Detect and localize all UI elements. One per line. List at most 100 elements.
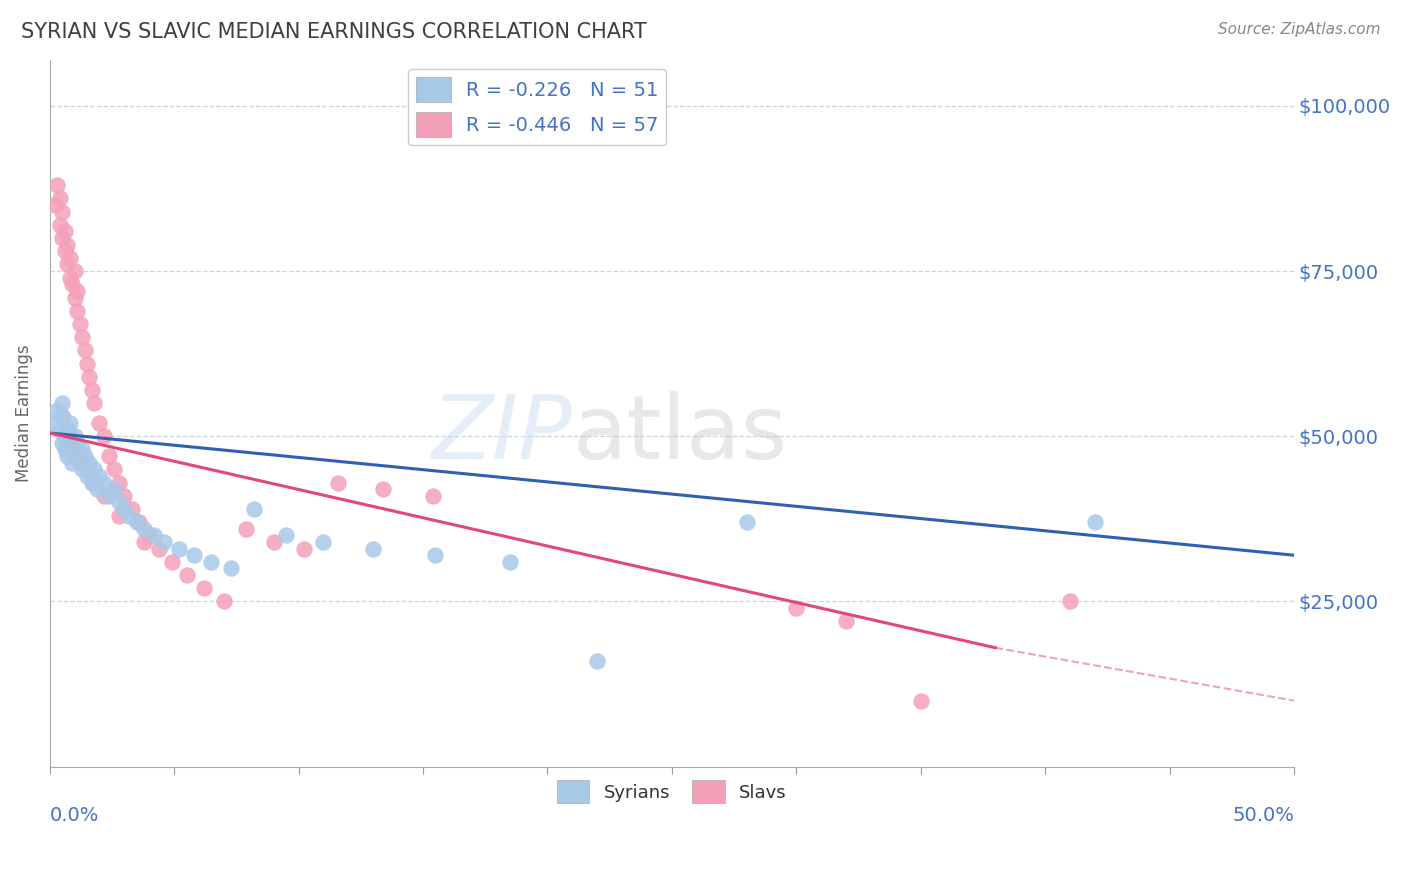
Point: [73, 343, 96, 358]
Point: [835, 615, 858, 629]
Point: [134, 522, 156, 536]
Point: [53, 429, 76, 443]
Point: [328, 475, 350, 490]
Point: [53, 244, 76, 259]
Point: [128, 515, 150, 529]
Point: [44, 198, 66, 212]
Point: [910, 693, 932, 707]
Point: [56, 257, 79, 271]
Point: [292, 541, 315, 556]
Point: [58, 270, 80, 285]
Point: [63, 264, 86, 278]
Point: [80, 475, 103, 490]
Point: [193, 582, 215, 596]
Point: [212, 594, 235, 608]
Point: [48, 423, 70, 437]
Point: [93, 429, 115, 443]
Point: [425, 548, 447, 562]
Point: [112, 489, 135, 503]
Text: SYRIAN VS SLAVIC MEDIAN EARNINGS CORRELATION CHART: SYRIAN VS SLAVIC MEDIAN EARNINGS CORRELA…: [21, 22, 647, 42]
Point: [83, 396, 105, 410]
Point: [53, 442, 76, 457]
Point: [51, 436, 73, 450]
Legend: Syrians, Slavs: Syrians, Slavs: [550, 773, 794, 811]
Point: [56, 237, 79, 252]
Point: [373, 482, 395, 496]
Point: [148, 541, 170, 556]
Text: 50.0%: 50.0%: [1232, 805, 1294, 824]
Point: [153, 535, 176, 549]
Point: [160, 555, 183, 569]
Point: [98, 449, 121, 463]
Point: [361, 541, 384, 556]
Point: [58, 416, 80, 430]
Point: [51, 409, 73, 424]
Point: [51, 231, 73, 245]
Point: [51, 409, 73, 424]
Point: [112, 502, 135, 516]
Point: [79, 456, 101, 470]
Point: [46, 402, 69, 417]
Point: [143, 528, 166, 542]
Point: [60, 277, 83, 292]
Text: atlas: atlas: [572, 391, 787, 478]
Point: [76, 462, 98, 476]
Point: [103, 482, 125, 496]
Point: [66, 284, 89, 298]
Point: [108, 508, 131, 523]
Point: [56, 423, 79, 437]
Text: 0.0%: 0.0%: [49, 805, 98, 824]
Point: [86, 482, 108, 496]
Point: [121, 502, 143, 516]
Point: [93, 475, 115, 490]
Text: ZIP: ZIP: [432, 392, 572, 477]
Point: [56, 423, 79, 437]
Point: [1084, 515, 1107, 529]
Point: [66, 436, 89, 450]
Point: [69, 317, 91, 331]
Point: [103, 462, 125, 476]
Point: [89, 416, 111, 430]
Point: [76, 357, 98, 371]
Point: [80, 383, 103, 397]
Point: [235, 522, 257, 536]
Point: [73, 449, 96, 463]
Point: [63, 291, 86, 305]
Point: [48, 191, 70, 205]
Text: Source: ZipAtlas.com: Source: ZipAtlas.com: [1218, 22, 1381, 37]
Point: [242, 502, 264, 516]
Point: [60, 436, 83, 450]
Point: [134, 535, 156, 549]
Point: [138, 528, 160, 542]
Point: [200, 555, 222, 569]
Point: [176, 568, 198, 582]
Point: [44, 416, 66, 430]
Point: [69, 449, 91, 463]
Point: [785, 601, 807, 615]
Point: [83, 475, 105, 490]
Point: [312, 535, 335, 549]
Point: [118, 508, 141, 523]
Point: [263, 535, 285, 549]
Point: [66, 303, 89, 318]
Point: [70, 462, 93, 476]
Y-axis label: Median Earnings: Median Earnings: [15, 344, 32, 482]
Point: [499, 555, 522, 569]
Point: [221, 561, 243, 575]
Point: [63, 429, 86, 443]
Point: [98, 489, 121, 503]
Point: [93, 489, 115, 503]
Point: [56, 449, 79, 463]
Point: [60, 436, 83, 450]
Point: [48, 218, 70, 232]
Point: [58, 251, 80, 265]
Point: [76, 469, 98, 483]
Point: [108, 475, 131, 490]
Point: [53, 224, 76, 238]
Point: [79, 369, 101, 384]
Point: [46, 178, 69, 193]
Point: [58, 429, 80, 443]
Point: [63, 442, 86, 457]
Point: [167, 541, 190, 556]
Point: [89, 469, 111, 483]
